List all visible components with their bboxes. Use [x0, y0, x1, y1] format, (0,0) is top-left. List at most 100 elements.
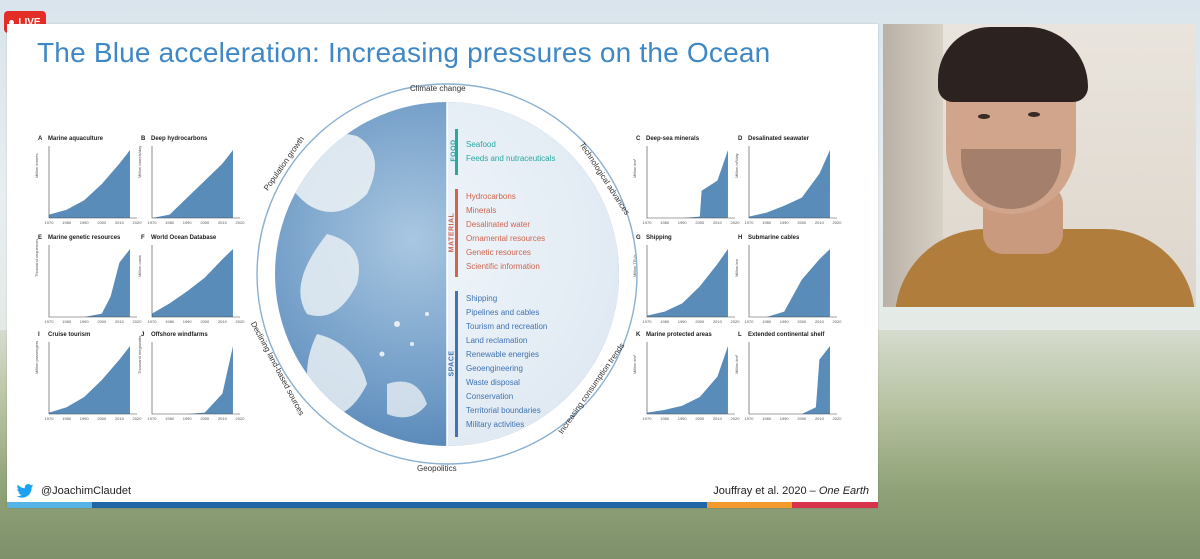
category-item: Waste disposal	[466, 378, 520, 387]
chart-axes	[646, 146, 735, 219]
category-item: Territorial boundaries	[466, 406, 541, 415]
slide-footer-citation: Jouffray et al. 2020 – One Earth	[713, 485, 869, 497]
arc-label-geopolitics: Geopolitics	[417, 464, 457, 473]
chart-axes	[151, 146, 240, 219]
chart-tick-label: 2000	[695, 220, 705, 225]
chart-area-series	[749, 249, 830, 317]
chart-svg: 1970 1980 1990 2000 2010 2020	[643, 245, 740, 324]
chart-ylabel: Million barrels/day	[137, 145, 142, 178]
chart-axes	[151, 342, 240, 415]
chart-panel-deep-hydrocarbons: B Deep hydrocarbons Million barrels/day 197…	[137, 136, 246, 226]
chart-tick-label: 2010	[713, 416, 723, 421]
chart-tick-label: 2020	[731, 416, 741, 421]
chart-tick-label: 1980	[762, 416, 772, 421]
chart-tick-label: 2000	[200, 220, 210, 225]
chart-letter: H	[738, 235, 743, 241]
chart-tick-label: 1970	[643, 416, 653, 421]
chart-tick-label: 2010	[218, 416, 228, 421]
chart-axes	[48, 146, 137, 219]
chart-tick-label: 2000	[200, 319, 210, 324]
chart-tick-label: 2020	[133, 319, 143, 324]
chart-ylabel: Million tonnes	[34, 153, 39, 178]
chart-tick-label: 2020	[236, 319, 246, 324]
speaker-eye	[1028, 112, 1040, 117]
speaker-hair	[938, 27, 1088, 102]
chart-letter: F	[141, 235, 145, 241]
chart-panel-desalinated-seawater: D Desalinated seawater Million m³/day 1970 1…	[734, 136, 842, 226]
chart-area-series	[152, 249, 233, 317]
chart-title: Deep hydrocarbons	[151, 136, 208, 142]
chart-panel-shipping: G Shipping Million TEUs 1970 1980 1990 2000 201…	[632, 235, 740, 325]
chart-tick-label: 1980	[660, 319, 670, 324]
chart-tick-label: 2020	[236, 416, 246, 421]
chart-letter: D	[738, 136, 743, 142]
chart-tick-label: 2010	[115, 319, 125, 324]
category-item: Renewable energies	[466, 350, 539, 359]
category-item: Scientific information	[466, 262, 540, 271]
chart-panel-marine-genetic-resources: E Marine genetic resources Thousand sequen…	[34, 235, 143, 325]
strip-segment	[707, 502, 792, 508]
chart-tick-label: 1980	[762, 220, 772, 225]
chart-tick-label: 1970	[45, 319, 55, 324]
chart-tick-label: 1980	[762, 319, 772, 324]
chart-tick-label: 1970	[643, 220, 653, 225]
chart-tick-label: 2000	[97, 220, 107, 225]
chart-area-series	[749, 346, 830, 414]
twitter-icon	[16, 484, 34, 498]
chart-panel-marine-protected-areas: K Marine protected areas Million km² 1970 19…	[632, 332, 741, 422]
category-item: Conservation	[466, 392, 514, 401]
chart-letter: A	[38, 136, 43, 142]
category-item: Desalinated water	[466, 220, 531, 229]
chart-tick-label: 2020	[236, 220, 246, 225]
chart-svg: 1970 1980 1990 2000 2010 2020	[45, 146, 143, 225]
chart-tick-label: 1970	[745, 319, 755, 324]
chart-area-series	[749, 150, 830, 218]
chart-tick-label: 2020	[833, 319, 843, 324]
chart-tick-label: 2010	[218, 220, 228, 225]
chart-title: Desalinated seawater	[748, 136, 810, 142]
chart-tick-label: 2000	[200, 416, 210, 421]
chart-tick-label: 2000	[97, 416, 107, 421]
chart-title: Marine aquaculture	[48, 136, 104, 142]
chart-ylabel: Million m³/day	[734, 153, 739, 178]
chart-ylabel: Million casts	[137, 255, 142, 277]
chart-svg: 1970 1980 1990 2000 2010 2020	[745, 342, 843, 421]
chart-tick-label: 1980	[165, 319, 175, 324]
chart-title: Cruise tourism	[48, 332, 91, 338]
slide-footer-twitter-handle: @JoachimClaudet	[41, 485, 132, 497]
chart-letter: L	[738, 332, 742, 338]
chart-tick-label: 1980	[660, 416, 670, 421]
chart-tick-label: 2020	[731, 220, 741, 225]
chart-tick-label: 2020	[833, 416, 843, 421]
chart-area-series	[647, 150, 728, 218]
chart-tick-label: 2010	[713, 319, 723, 324]
chart-tick-label: 2020	[133, 220, 143, 225]
chart-tick-label: 1990	[678, 416, 688, 421]
chart-tick-label: 1970	[745, 220, 755, 225]
chart-letter: G	[636, 235, 641, 241]
speaker-eye	[978, 114, 990, 119]
chart-tick-label: 2010	[115, 220, 125, 225]
strip-segment	[7, 502, 92, 508]
category-item: Shipping	[466, 294, 498, 303]
chart-tick-label: 2000	[797, 416, 807, 421]
category-item: Geoengineering	[466, 364, 523, 373]
chart-tick-label: 1980	[660, 220, 670, 225]
chart-tick-label: 1990	[183, 220, 193, 225]
category-item: Pipelines and cables	[466, 308, 540, 317]
chart-tick-label: 1990	[780, 416, 790, 421]
chart-panel-deep-sea-minerals: C Deep-sea minerals Million km² 1970 1980 199…	[632, 136, 741, 226]
category-label-food: FOOD	[450, 139, 458, 162]
chart-tick-label: 2000	[97, 319, 107, 324]
citation-journal: One Earth	[818, 485, 869, 497]
citation-authors: Jouffray et al. 2020 –	[713, 485, 819, 497]
chart-letter: I	[38, 332, 40, 338]
chart-tick-label: 2000	[695, 416, 705, 421]
chart-tick-label: 2010	[218, 319, 228, 324]
chart-tick-label: 1990	[80, 319, 90, 324]
chart-panel-submarine-cables: H Submarine cables Million km 1970 1980 1990 2…	[734, 235, 843, 325]
strip-segment	[792, 502, 878, 508]
chart-tick-label: 1980	[165, 220, 175, 225]
chart-tick-label: 1990	[183, 416, 193, 421]
chart-area-series	[647, 346, 728, 414]
